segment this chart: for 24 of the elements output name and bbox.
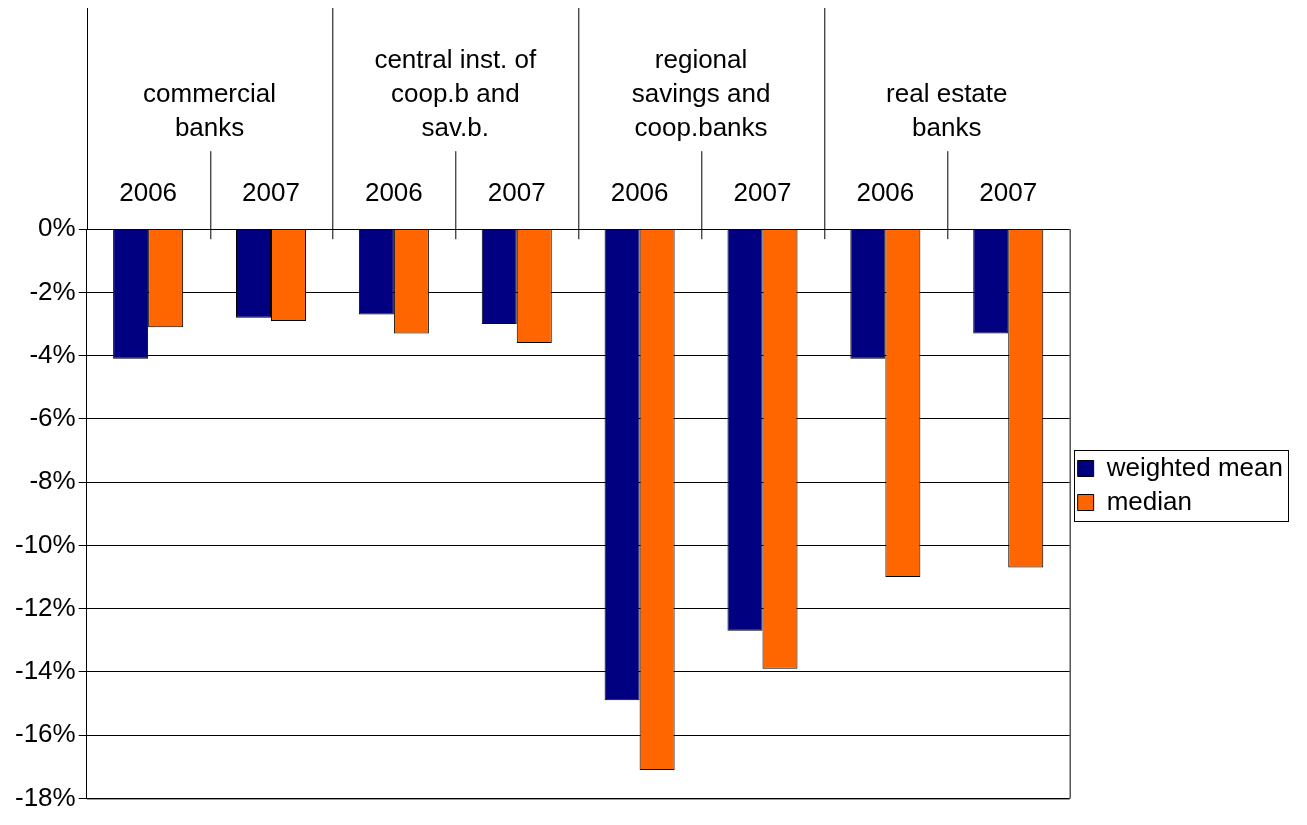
text: real estate banks [886,78,1008,143]
y-tick-label: -12% [14,591,76,622]
y-tick-label: -6% [29,402,76,433]
legend-label: weighted mean [1105,451,1284,482]
x-tick-label: 2007 [733,176,792,207]
y-tick-label: -2% [29,275,76,306]
x-tick-label: 2006 [610,176,669,207]
x-tick-label: 2006 [856,176,915,207]
y-tick-label: -14% [14,655,76,686]
y-tick-label: -18% [14,781,76,812]
y-tick-label: -10% [14,528,76,559]
y-tick-label: -16% [14,718,76,749]
y-tick-label: -8% [29,465,76,496]
x-tick-label: 2007 [979,176,1038,207]
text: regional savings and coop.banks [631,44,771,143]
x-tick-label: 2006 [364,176,423,207]
y-tick-label: 0% [38,212,76,243]
x-tick-label: 2007 [487,176,546,207]
y-tick-label: -4% [29,338,76,369]
text: central inst. of coop.b and sav.b. [374,44,538,143]
x-tick-label: 2006 [119,176,178,207]
text: commercial banks [143,78,277,143]
x-tick-label: 2007 [242,176,300,207]
legend-label: median [1106,485,1192,516]
